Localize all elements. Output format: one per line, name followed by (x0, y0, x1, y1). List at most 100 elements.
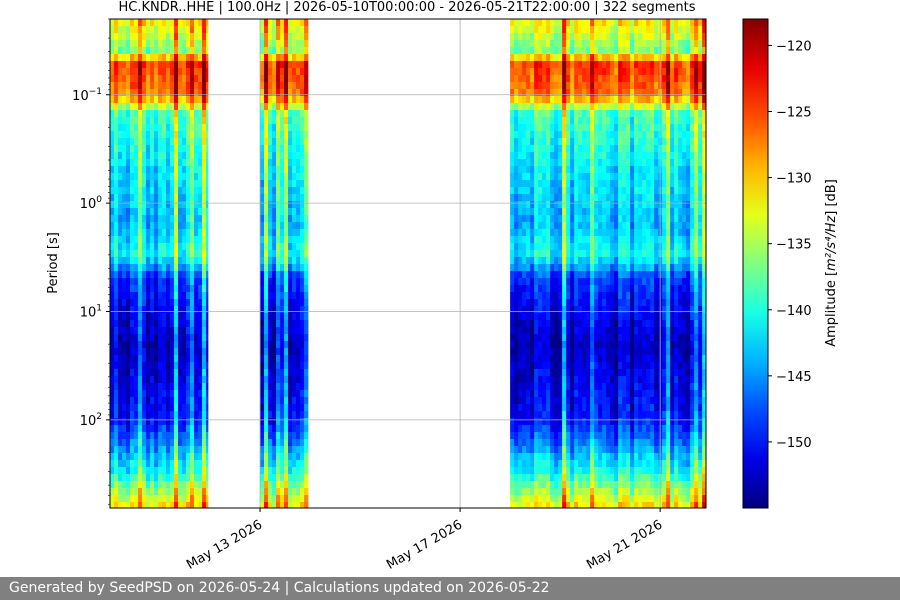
heatmap-cell (186, 481, 191, 489)
heatmap-cell (114, 467, 119, 475)
heatmap-cell (622, 89, 627, 97)
heatmap-cell (634, 68, 639, 76)
heatmap-cell (158, 397, 163, 405)
heatmap-cell (110, 397, 115, 405)
heatmap-cell (594, 159, 599, 167)
heatmap-cell (304, 222, 309, 230)
heatmap-cell (518, 236, 523, 244)
heatmap-cell (162, 180, 167, 188)
heatmap-cell (618, 33, 623, 41)
heatmap-cell (642, 222, 647, 230)
heatmap-cell (202, 82, 207, 90)
heatmap-cell (582, 334, 587, 342)
heatmap-cell (138, 103, 143, 111)
heatmap-cell (300, 82, 305, 90)
heatmap-cell (280, 376, 285, 384)
heatmap-cell (178, 236, 183, 244)
heatmap-cell (554, 173, 559, 181)
heatmap-cell (586, 278, 591, 286)
heatmap-cell (194, 152, 199, 160)
heatmap-cell (574, 222, 579, 230)
heatmap-cell (582, 180, 587, 188)
heatmap-cell (542, 460, 547, 468)
heatmap-cell (622, 481, 627, 489)
heatmap-cell (154, 138, 159, 146)
heatmap-cell (134, 61, 139, 69)
heatmap-cell (186, 264, 191, 272)
heatmap-cell (126, 271, 131, 279)
heatmap-cell (272, 222, 277, 230)
heatmap-cell (626, 243, 631, 251)
heatmap-cell (586, 96, 591, 104)
heatmap-cell (522, 383, 527, 391)
heatmap-cell (268, 320, 273, 328)
heatmap-cell (190, 215, 195, 223)
heatmap-cell (546, 271, 551, 279)
heatmap-cell (288, 208, 293, 216)
heatmap-cell (594, 313, 599, 321)
heatmap-cell (284, 467, 289, 475)
heatmap-cell (626, 47, 631, 55)
heatmap-cell (582, 348, 587, 356)
heatmap-cell (130, 243, 135, 251)
heatmap-cell (562, 236, 567, 244)
heatmap-cell (646, 131, 651, 139)
heatmap-cell (550, 313, 555, 321)
heatmap-cell (626, 292, 631, 300)
heatmap-cell (630, 19, 635, 27)
heatmap-cell (206, 488, 209, 496)
heatmap-cell (638, 313, 643, 321)
heatmap-cell (166, 460, 171, 468)
heatmap-cell (550, 278, 555, 286)
heatmap-cell (122, 124, 127, 132)
heatmap-cell (606, 138, 611, 146)
heatmap-cell (162, 264, 167, 272)
heatmap-cell (570, 201, 575, 209)
heatmap-cell (514, 474, 519, 482)
heatmap-cell (284, 432, 289, 440)
heatmap-cell (610, 446, 615, 454)
heatmap-cell (130, 320, 135, 328)
heatmap-cell (582, 474, 587, 482)
heatmap-cell (194, 453, 199, 461)
heatmap-cell (630, 110, 635, 118)
heatmap-cell (280, 222, 285, 230)
heatmap-cell (280, 75, 285, 83)
heatmap-cell (170, 306, 175, 314)
heatmap-cell (288, 341, 293, 349)
heatmap-cell (538, 68, 543, 76)
heatmap-cell (166, 208, 171, 216)
heatmap-cell (526, 411, 531, 419)
heatmap-cell (134, 159, 139, 167)
heatmap-cell (602, 355, 607, 363)
heatmap-cell (304, 194, 309, 202)
heatmap-cell (638, 439, 643, 447)
heatmap-cell (170, 446, 175, 454)
heatmap-cell (130, 187, 135, 195)
heatmap-cell (614, 33, 619, 41)
heatmap-cell (170, 75, 175, 83)
heatmap-cell (622, 355, 627, 363)
heatmap-cell (194, 26, 199, 34)
heatmap-cell (260, 299, 265, 307)
heatmap-cell (194, 299, 199, 307)
heatmap-cell (264, 481, 269, 489)
heatmap-cell (570, 425, 575, 433)
heatmap-cell (602, 166, 607, 174)
heatmap-cell (194, 502, 199, 509)
heatmap-cell (546, 131, 551, 139)
heatmap-cell (610, 411, 615, 419)
heatmap-cell (190, 75, 195, 83)
heatmap-cell (110, 418, 115, 426)
heatmap-cell (206, 166, 209, 174)
heatmap-cell (142, 82, 147, 90)
heatmap-cell (130, 341, 135, 349)
heatmap-cell (206, 264, 209, 272)
heatmap-cell (276, 75, 281, 83)
heatmap-cell (542, 33, 547, 41)
heatmap-cell (586, 369, 591, 377)
heatmap-cell (526, 397, 531, 405)
heatmap-cell (130, 61, 135, 69)
heatmap-cell (190, 313, 195, 321)
heatmap-cell (300, 313, 305, 321)
